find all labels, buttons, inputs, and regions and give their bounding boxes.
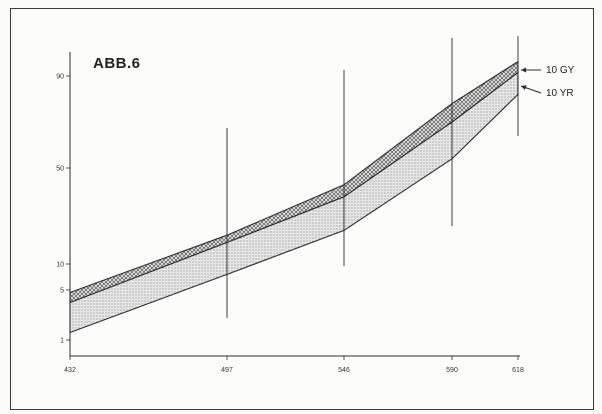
x-tick-label: 590 bbox=[446, 367, 458, 374]
y-tick-label: 50 bbox=[56, 166, 64, 173]
series-label-10-yr: 10 YR bbox=[546, 88, 574, 99]
chart-title: ABB.6 bbox=[93, 55, 141, 72]
x-tick-label: 432 bbox=[64, 367, 76, 374]
y-tick-label: 1 bbox=[60, 338, 64, 345]
series-band-10-gy bbox=[69, 60, 519, 304]
x-tick-label: 546 bbox=[338, 367, 350, 374]
series-label-10-gy: 10 GY bbox=[546, 65, 575, 76]
x-tick-label: 618 bbox=[512, 367, 524, 374]
arrow-head-icon bbox=[521, 85, 527, 91]
y-tick-label: 5 bbox=[60, 288, 64, 295]
y-tick-label: 10 bbox=[56, 262, 64, 269]
arrow-head-icon bbox=[521, 67, 526, 73]
x-tick-label: 497 bbox=[221, 367, 233, 374]
y-tick-label: 90 bbox=[56, 74, 64, 81]
